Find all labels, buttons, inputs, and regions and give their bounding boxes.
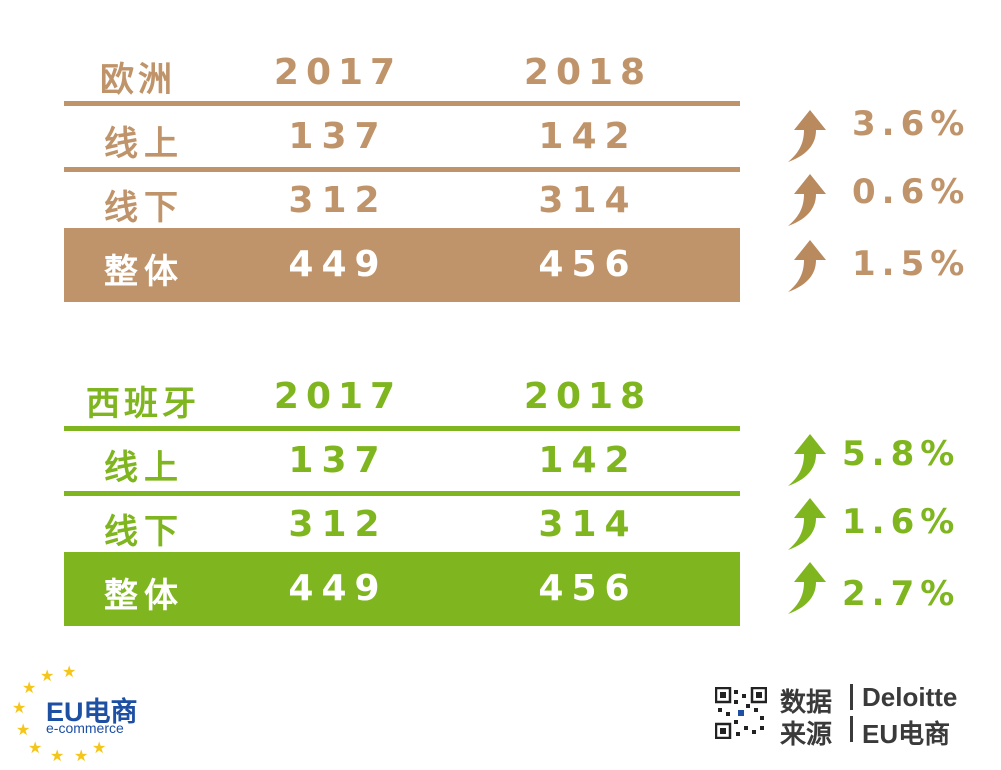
up-arrow-icon	[788, 562, 826, 614]
up-arrow-icon	[788, 174, 826, 226]
europe-row-rule	[64, 167, 740, 172]
up-arrow-icon	[788, 434, 826, 486]
logo-subtitle: e-commerce	[46, 720, 124, 736]
star-icon: ★	[74, 746, 89, 765]
spain-row-label: 整体	[104, 576, 184, 616]
spain-row-offline: 线下 312 314	[64, 498, 740, 552]
star-icon: ★	[50, 746, 65, 765]
europe-year-2017: 2017	[273, 52, 403, 93]
spain-online-2018: 142	[538, 440, 638, 481]
spain-year-2018: 2018	[523, 376, 653, 417]
europe-row-label: 线上	[104, 124, 184, 164]
logo-title: EU电商	[46, 697, 138, 727]
europe-offline-2017: 312	[288, 180, 388, 221]
star-icon: ★	[22, 678, 37, 697]
europe-online-2017: 137	[288, 116, 388, 157]
spain-total-growth: 2.7%	[842, 574, 961, 614]
spain-online-growth: 5.8%	[842, 434, 961, 474]
europe-row-total: 整体 449 456	[64, 228, 740, 302]
spain-region-label: 西班牙	[86, 384, 200, 424]
star-icon: ★	[40, 666, 55, 685]
star-icon: ★	[62, 662, 77, 681]
europe-total-growth: 1.5%	[852, 244, 971, 284]
spain-row-label: 线上	[104, 448, 184, 488]
up-arrow-icon	[788, 498, 826, 550]
star-icon: ★	[16, 720, 31, 739]
spain-total-2018: 456	[538, 568, 638, 609]
europe-offline-growth: 0.6%	[852, 172, 971, 212]
spain-row-online: 线上 137 142	[64, 434, 740, 492]
europe-row-label: 线下	[104, 188, 184, 228]
spain-total-2017: 449	[288, 568, 388, 609]
star-icon: ★	[28, 738, 43, 757]
star-icon: ★	[92, 738, 107, 757]
spain-offline-growth: 1.6%	[842, 502, 961, 542]
europe-online-growth: 3.6%	[852, 104, 971, 144]
up-arrow-icon	[788, 110, 826, 162]
spain-online-2017: 137	[288, 440, 388, 481]
spain-row-rule	[64, 491, 740, 496]
spain-offline-2017: 312	[288, 504, 388, 545]
europe-row-label: 整体	[104, 252, 184, 292]
eu-ecommerce-logo: ★ ★ ★ ★ ★ ★ ★ ★ ★ EU电商 e-commerce	[10, 664, 150, 764]
star-icon: ★	[12, 698, 27, 717]
spain-offline-2018: 314	[538, 504, 638, 545]
europe-year-2018: 2018	[523, 52, 653, 93]
source-label-2: 来源	[780, 719, 833, 749]
europe-total-2018: 456	[538, 244, 638, 285]
source-divider	[850, 716, 853, 742]
europe-region-label: 欧洲	[100, 60, 176, 100]
up-arrow-icon	[788, 240, 826, 292]
spain-header-rule	[64, 426, 740, 431]
qr-code-icon	[715, 687, 767, 739]
source-value-1: Deloitte	[862, 682, 958, 712]
europe-total-2017: 449	[288, 244, 388, 285]
spain-year-2017: 2017	[273, 376, 403, 417]
europe-online-2018: 142	[538, 116, 638, 157]
europe-offline-2018: 314	[538, 180, 638, 221]
europe-row-offline: 线下 312 314	[64, 174, 740, 228]
europe-row-online: 线上 137 142	[64, 110, 740, 168]
source-label-1: 数据	[780, 687, 833, 717]
europe-header-rule	[64, 101, 740, 106]
source-divider	[850, 684, 853, 710]
spain-row-total: 整体 449 456	[64, 552, 740, 626]
source-value-2: EU电商	[862, 719, 951, 749]
spain-row-label: 线下	[104, 512, 184, 552]
